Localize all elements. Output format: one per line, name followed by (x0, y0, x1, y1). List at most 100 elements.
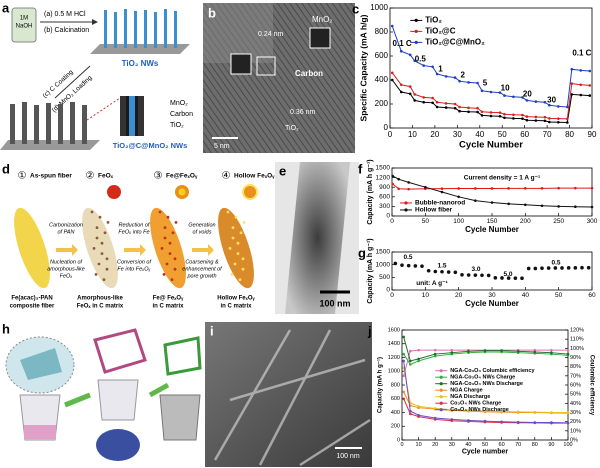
point (503, 112, 506, 116)
point (483, 409, 487, 413)
series-line (391, 25, 590, 108)
point (548, 120, 551, 124)
y-axis-label: Specific Capacity (mA h/g) (358, 14, 368, 121)
point (546, 266, 551, 270)
point (503, 94, 506, 97)
x-tick-label: 40 (475, 130, 484, 139)
point (566, 348, 570, 352)
point (483, 419, 487, 423)
point (570, 93, 574, 96)
annotation: 0.24 nm (258, 31, 283, 38)
point (550, 348, 553, 352)
point (574, 186, 577, 190)
point (433, 348, 437, 352)
x-tick-label: 0 (388, 130, 393, 139)
point (476, 106, 479, 110)
y-tick-label: 900 (379, 184, 390, 191)
point (566, 352, 570, 356)
point (525, 99, 529, 102)
point (402, 359, 405, 363)
point (450, 408, 454, 412)
point (453, 106, 457, 110)
point (489, 90, 493, 94)
point (588, 69, 592, 73)
point (408, 85, 412, 88)
y-tick-label: 600 (391, 396, 400, 402)
particle (102, 278, 106, 281)
stage-caption: FeOₓ in C matrix (77, 304, 124, 310)
legend-label: NGA Discharge (450, 394, 490, 400)
point (550, 421, 553, 424)
particle (241, 267, 245, 271)
particle (100, 241, 104, 245)
legend-label: Co₃O₄ NWs Charge (450, 401, 501, 407)
x-tick-label: 60 (520, 130, 529, 139)
point (557, 205, 560, 208)
point (516, 350, 520, 353)
x-axis-label: Cycle Number (465, 225, 519, 234)
x-tick-label: 30 (449, 442, 455, 448)
y-tick-label: 1200 (376, 174, 391, 181)
x-tick-label: 30 (488, 292, 496, 299)
point (460, 273, 464, 277)
annotation: 1.5 (437, 262, 446, 269)
arrow-text: Carbonization (49, 222, 83, 228)
point (573, 266, 578, 270)
legend-marker (414, 18, 418, 22)
point (407, 181, 410, 184)
point (467, 110, 470, 114)
y-tick-label: 1000 (388, 369, 400, 375)
arrow-text: pore growth (186, 273, 216, 279)
point (457, 187, 460, 190)
legend-label: Bubble-nanorod (415, 200, 465, 207)
point (588, 94, 592, 97)
panel-label: d (2, 161, 10, 176)
x-tick-label: 100 (453, 218, 464, 225)
y-tick-label: 0 (386, 287, 390, 294)
point (450, 348, 454, 352)
point (422, 64, 425, 67)
point (453, 102, 457, 106)
arrow-text: FeOₓ into Fe (118, 229, 149, 235)
point (397, 187, 400, 191)
point (500, 410, 503, 413)
series-line (403, 336, 569, 362)
x-tick-label: 60 (588, 292, 596, 299)
point (489, 114, 493, 118)
particle (106, 221, 110, 224)
arrow-text: of voids (193, 229, 212, 235)
point (450, 351, 454, 354)
point (467, 106, 470, 110)
particle (97, 262, 101, 266)
point (467, 409, 470, 412)
stage-name: Fe@FeₓOᵧ (166, 173, 198, 180)
particle (233, 262, 237, 266)
particle (166, 215, 170, 219)
scale-text: 100 nm (336, 453, 360, 460)
y2-tick-label: 0% (570, 437, 578, 443)
point (413, 99, 416, 102)
point (426, 268, 431, 273)
point (457, 195, 460, 199)
scale-text: 100 nm (319, 298, 350, 308)
x-tick-label: 10 (416, 442, 422, 448)
lattice (163, 336, 202, 376)
panel-h: h (2, 321, 202, 461)
point (548, 117, 551, 120)
particle (105, 257, 109, 261)
point (557, 120, 560, 124)
legend-marker (439, 401, 443, 405)
stage-caption: Amorphous-like (77, 296, 123, 302)
particle-core (178, 188, 186, 196)
annotation: 5.0 (503, 271, 512, 278)
point (458, 109, 461, 113)
y-tick-label: 1500 (376, 249, 391, 256)
point (466, 273, 471, 277)
point (433, 269, 438, 274)
panel-a: a 1M NaOH (a) 0.5 M HCl (b) Calcination … (0, 0, 193, 150)
point (507, 202, 510, 206)
sheet (20, 348, 62, 380)
x-tick-label: 50 (422, 218, 430, 225)
point (408, 53, 412, 57)
annotation: 1 (438, 64, 443, 73)
